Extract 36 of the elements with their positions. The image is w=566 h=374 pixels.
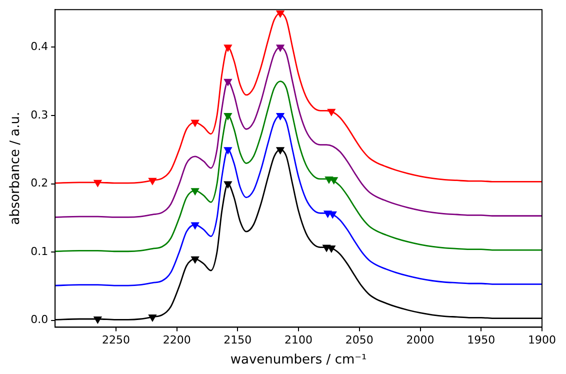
point bbox=[94, 180, 102, 187]
line-series bbox=[55, 114, 542, 286]
y-tick-label: 0.0 bbox=[30, 313, 48, 326]
y-tick-label: 0.3 bbox=[30, 108, 48, 122]
y-axis-title: absorbance / a.u. bbox=[8, 112, 24, 225]
x-tick-label: 2250 bbox=[102, 334, 130, 347]
point bbox=[327, 108, 336, 116]
point bbox=[276, 44, 284, 52]
x-tick-label: 2150 bbox=[224, 334, 252, 347]
y-tick-label: 0.4 bbox=[30, 40, 48, 54]
line-series bbox=[55, 80, 542, 252]
point bbox=[224, 181, 232, 188]
x-tick-label: 2200 bbox=[162, 334, 191, 347]
point bbox=[276, 10, 284, 18]
x-axis-title: wavenumbers / cm⁻¹ bbox=[230, 352, 367, 368]
x-tick-label: 1900 bbox=[528, 334, 556, 347]
point bbox=[191, 188, 200, 196]
x-tick-label: 1950 bbox=[467, 334, 496, 347]
point bbox=[191, 120, 200, 127]
y-tick-label: 0.2 bbox=[30, 176, 48, 190]
point bbox=[191, 222, 200, 230]
point bbox=[94, 316, 102, 324]
point bbox=[148, 314, 156, 322]
point bbox=[224, 147, 232, 154]
point bbox=[224, 44, 232, 52]
point bbox=[191, 256, 200, 264]
point bbox=[276, 112, 284, 120]
point bbox=[148, 178, 156, 185]
x-tick-label: 2100 bbox=[284, 334, 313, 347]
x-tick-label: 2050 bbox=[345, 334, 374, 347]
y-tick-label: 0.1 bbox=[30, 244, 48, 258]
x-tick-label: 2000 bbox=[406, 334, 434, 347]
point bbox=[224, 112, 232, 120]
point bbox=[276, 147, 284, 154]
line-series bbox=[55, 46, 542, 218]
point bbox=[224, 78, 232, 86]
